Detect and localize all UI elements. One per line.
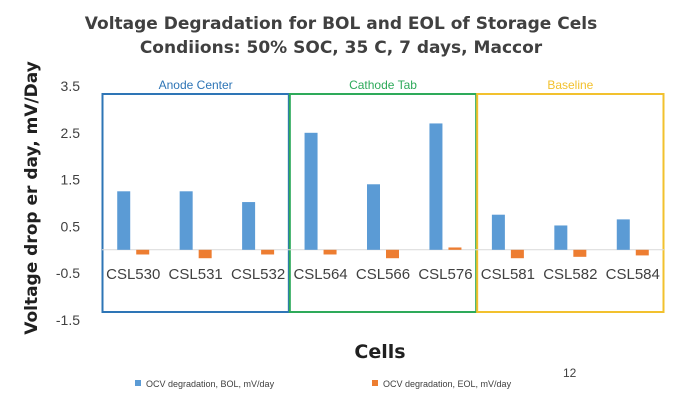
y-tick-label: 1.5 — [61, 172, 81, 188]
x-axis-label: Cells — [354, 341, 405, 363]
y-axis-label: Voltage drop er day, mV/Day — [22, 61, 42, 335]
category-label: CSL576 — [418, 266, 472, 283]
y-tick-label: 2.5 — [61, 125, 81, 141]
group-label-0: Anode Center — [159, 78, 233, 92]
bar-eol-csl576 — [448, 247, 462, 250]
group-label-2: Baseline — [547, 78, 593, 92]
y-tick-label: 0.5 — [61, 218, 81, 234]
bar-bol-csl576 — [429, 123, 443, 250]
bar-bol-csl584 — [616, 219, 630, 250]
chart-title: Voltage Degradation for BOL and EOL of S… — [84, 14, 598, 34]
bar-bol-csl532 — [242, 202, 256, 250]
bar-eol-csl564 — [323, 249, 337, 255]
category-label: CSL531 — [169, 266, 223, 283]
category-label: CSL584 — [606, 266, 660, 283]
category-label: CSL566 — [356, 266, 410, 283]
bar-eol-csl531 — [198, 249, 212, 259]
bar-eol-csl566 — [386, 249, 399, 259]
bar-bol-csl531 — [179, 191, 193, 250]
bar-eol-csl584 — [635, 249, 649, 256]
bar-bol-csl530 — [117, 191, 131, 250]
group-label-1: Cathode Tab — [349, 78, 417, 92]
category-label: CSL532 — [231, 266, 285, 283]
bar-eol-csl532 — [261, 249, 275, 255]
bar-bol-csl581 — [491, 214, 505, 250]
legend-entry-0: OCV degradation, BOL, mV/day — [146, 379, 275, 389]
bar-eol-csl581 — [510, 249, 524, 259]
bar-bol-csl564 — [304, 132, 318, 250]
bar-eol-csl530 — [136, 249, 150, 255]
page-number: 12 — [563, 366, 577, 380]
y-tick-label: -0.5 — [56, 265, 80, 281]
category-label: CSL530 — [106, 266, 160, 283]
category-label: CSL581 — [481, 266, 535, 283]
legend-swatch-1 — [372, 380, 378, 386]
category-label: CSL582 — [543, 266, 597, 283]
legend-swatch-0 — [135, 380, 141, 386]
chart-subtitle: Condiions: 50% SOC, 35 C, 7 days, Maccor — [139, 38, 543, 58]
y-tick-label: 3.5 — [61, 78, 81, 94]
bar-eol-csl582 — [573, 249, 587, 257]
bar-bol-csl566 — [367, 184, 380, 250]
bar-bol-csl582 — [554, 225, 568, 250]
legend-entry-1: OCV degradation, EOL, mV/day — [383, 379, 512, 389]
group-box-0 — [101, 93, 290, 313]
group-box-2 — [476, 93, 665, 313]
category-label: CSL564 — [293, 266, 347, 283]
y-tick-label: -1.5 — [56, 312, 80, 328]
